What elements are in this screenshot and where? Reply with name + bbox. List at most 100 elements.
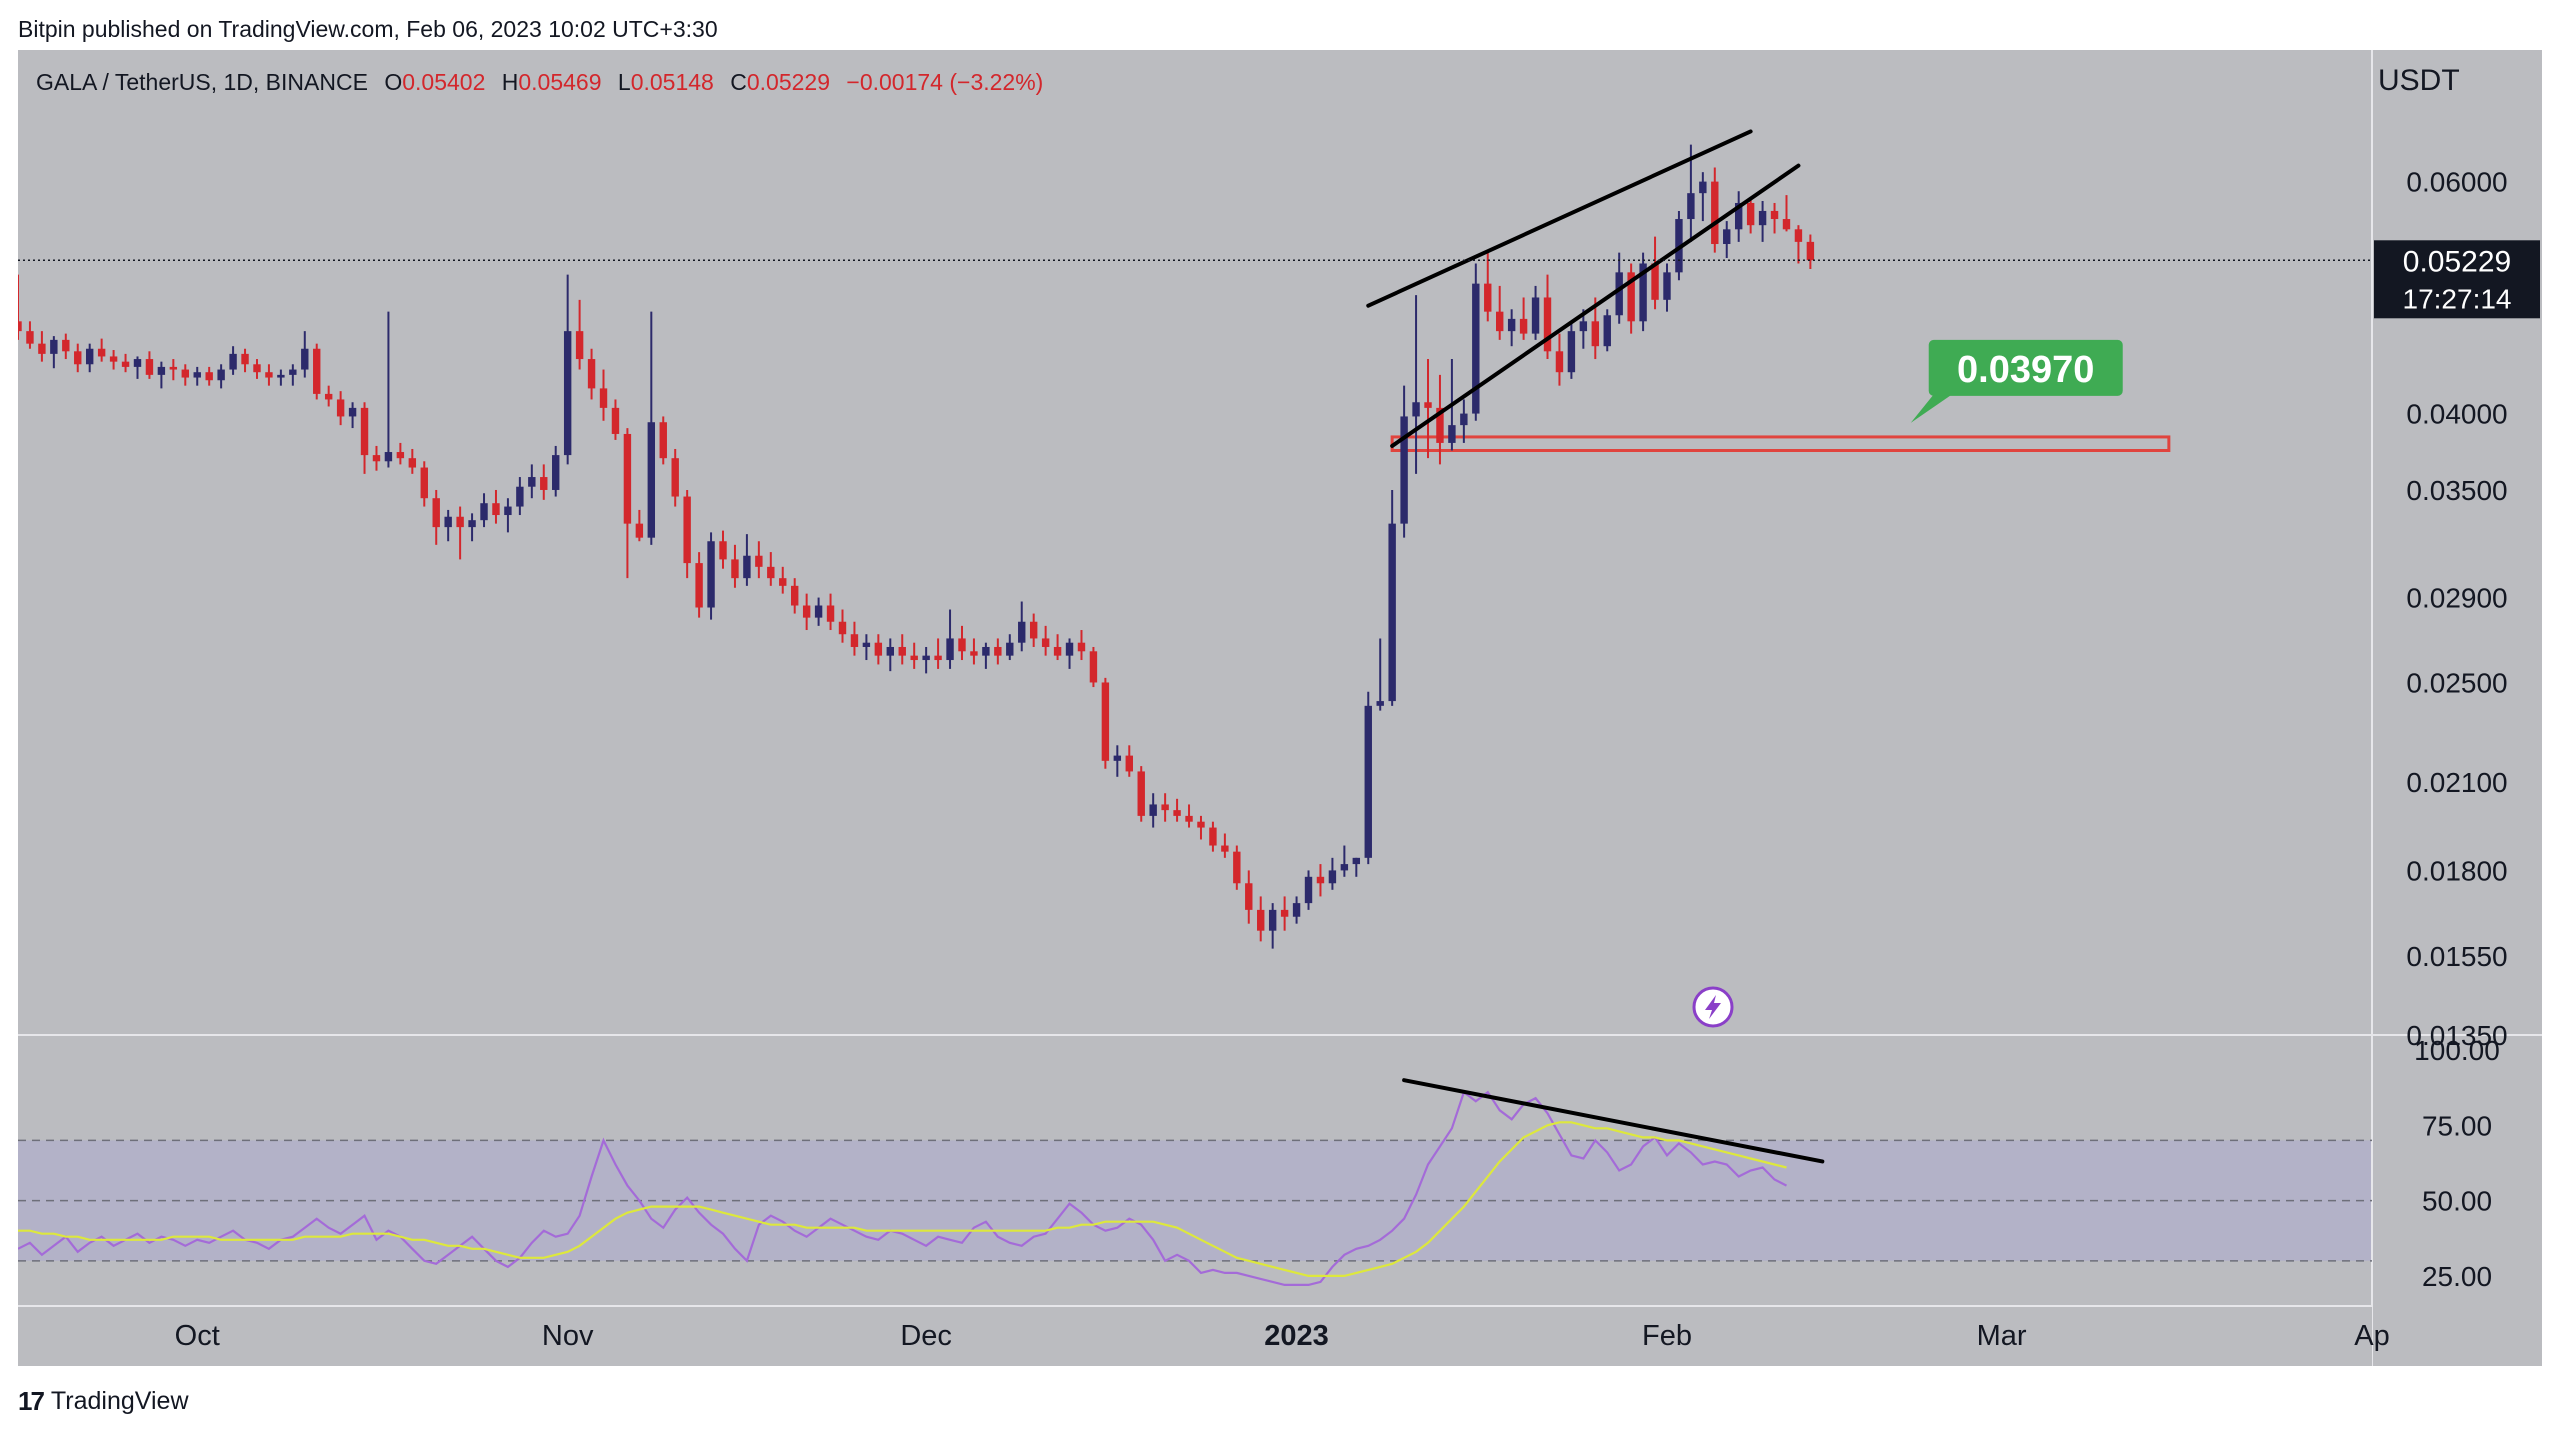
candle-body: [480, 503, 488, 521]
candle-body: [910, 655, 918, 661]
candle-body: [1053, 646, 1062, 656]
candle-body: [659, 422, 667, 459]
candle-body: [1758, 210, 1767, 226]
candle: [1316, 864, 1325, 897]
time-tick-label: Dec: [900, 1320, 952, 1352]
lightning-icon[interactable]: [1692, 986, 1734, 1028]
candle: [1603, 309, 1611, 352]
candle-body: [635, 523, 644, 538]
candle-body: [1376, 701, 1384, 706]
last-price-label: 0.05229 17:27:14: [18, 240, 2540, 319]
candle-body: [1316, 876, 1325, 884]
candle: [26, 321, 34, 349]
wedge-trendlines[interactable]: [1366, 129, 1801, 448]
rsi-tick-label: 100.00: [2414, 1035, 2500, 1066]
candle: [767, 552, 775, 586]
candle-body: [1089, 651, 1098, 683]
candle-body: [229, 353, 237, 370]
candle-body: [743, 555, 751, 579]
candle: [1065, 638, 1074, 669]
candle-body: [1531, 297, 1540, 334]
candle: [743, 534, 751, 586]
candle: [635, 509, 644, 542]
price-tick-label: 0.02500: [2406, 667, 2507, 698]
candle: [1125, 745, 1133, 777]
candle-body: [587, 359, 596, 389]
candle: [1328, 857, 1337, 890]
candle-body: [1125, 755, 1133, 772]
candle: [599, 369, 608, 421]
chart-canvas[interactable]: 0.06000 0.04000 0.03500 0.02900 0.02500 0.021…: [18, 50, 2542, 1366]
candle: [850, 621, 859, 656]
candle: [408, 448, 417, 474]
price-callout[interactable]: 0.03970: [1910, 339, 2123, 423]
candle-body: [1101, 682, 1110, 761]
candle: [1746, 197, 1755, 234]
candle: [647, 311, 656, 545]
candle: [552, 445, 560, 497]
candle-body: [38, 343, 46, 354]
last-price-countdown: 17:27:14: [2403, 283, 2512, 314]
time-axis[interactable]: [18, 1307, 2372, 1366]
candle: [1770, 202, 1779, 234]
candle: [563, 274, 572, 465]
candle-body: [1352, 857, 1361, 865]
candle-body: [1615, 272, 1623, 316]
candle: [1806, 234, 1815, 270]
price-axis-labels[interactable]: 0.06000 0.04000 0.03500 0.02900 0.02500 0.021…: [2406, 167, 2507, 1292]
price-tick-label: 0.01800: [2406, 855, 2507, 886]
candle: [1221, 833, 1229, 858]
chart-frame[interactable]: 0.06000 0.04000 0.03500 0.02900 0.02500 0.021…: [18, 50, 2542, 1366]
candle-body: [1794, 229, 1803, 242]
candle-body: [1245, 883, 1253, 910]
candle: [790, 578, 799, 614]
candle: [384, 311, 393, 468]
candle-body: [862, 642, 871, 647]
candle: [719, 530, 727, 569]
candle: [289, 364, 297, 386]
candle: [301, 331, 309, 378]
candle-body: [1639, 263, 1647, 322]
candle: [1723, 221, 1731, 259]
candle: [432, 489, 440, 545]
candle: [74, 343, 82, 373]
candle: [336, 391, 345, 426]
tradingview-logo[interactable]: 17 TradingView: [18, 1386, 189, 1417]
callout-tail: [1910, 391, 1956, 423]
candle: [755, 541, 763, 579]
candle-body: [420, 467, 428, 499]
candle-body: [492, 503, 500, 516]
candle-body: [755, 555, 763, 567]
candle: [982, 642, 990, 669]
candle-body: [97, 348, 106, 357]
candle: [671, 448, 679, 507]
candle: [1006, 634, 1014, 661]
candle-body: [886, 646, 894, 656]
symbol-legend[interactable]: GALA / TetherUS, 1D, BINANCE O0.05402 H0…: [36, 69, 1043, 95]
candle: [1711, 167, 1719, 253]
legend-low: 0.05148: [631, 69, 714, 95]
candle-body: [516, 486, 524, 507]
callout-text: 0.03970: [1957, 349, 2094, 391]
candle-body: [1627, 272, 1635, 322]
candle-body: [85, 348, 94, 365]
candle: [360, 402, 369, 474]
candle-body: [1555, 351, 1564, 373]
candle-body: [384, 452, 393, 462]
candle-body: [1161, 804, 1169, 811]
candle: [1734, 191, 1743, 242]
candle-body: [241, 353, 249, 365]
rsi-series: [18, 1078, 1825, 1287]
candle: [1209, 821, 1217, 852]
candle-body: [826, 605, 835, 622]
time-axis-labels[interactable]: Oct Nov Dec 2023 Feb Mar Ap: [175, 1320, 2390, 1352]
candle-body: [1723, 229, 1731, 245]
candle-body: [1185, 815, 1193, 822]
candle-body: [1233, 851, 1241, 884]
candle: [731, 544, 739, 588]
candle-body: [552, 455, 560, 490]
candle-body: [850, 634, 859, 647]
candle-body: [181, 369, 189, 378]
candle-body: [109, 356, 118, 362]
price-tick-label: 0.06000: [2406, 167, 2507, 198]
